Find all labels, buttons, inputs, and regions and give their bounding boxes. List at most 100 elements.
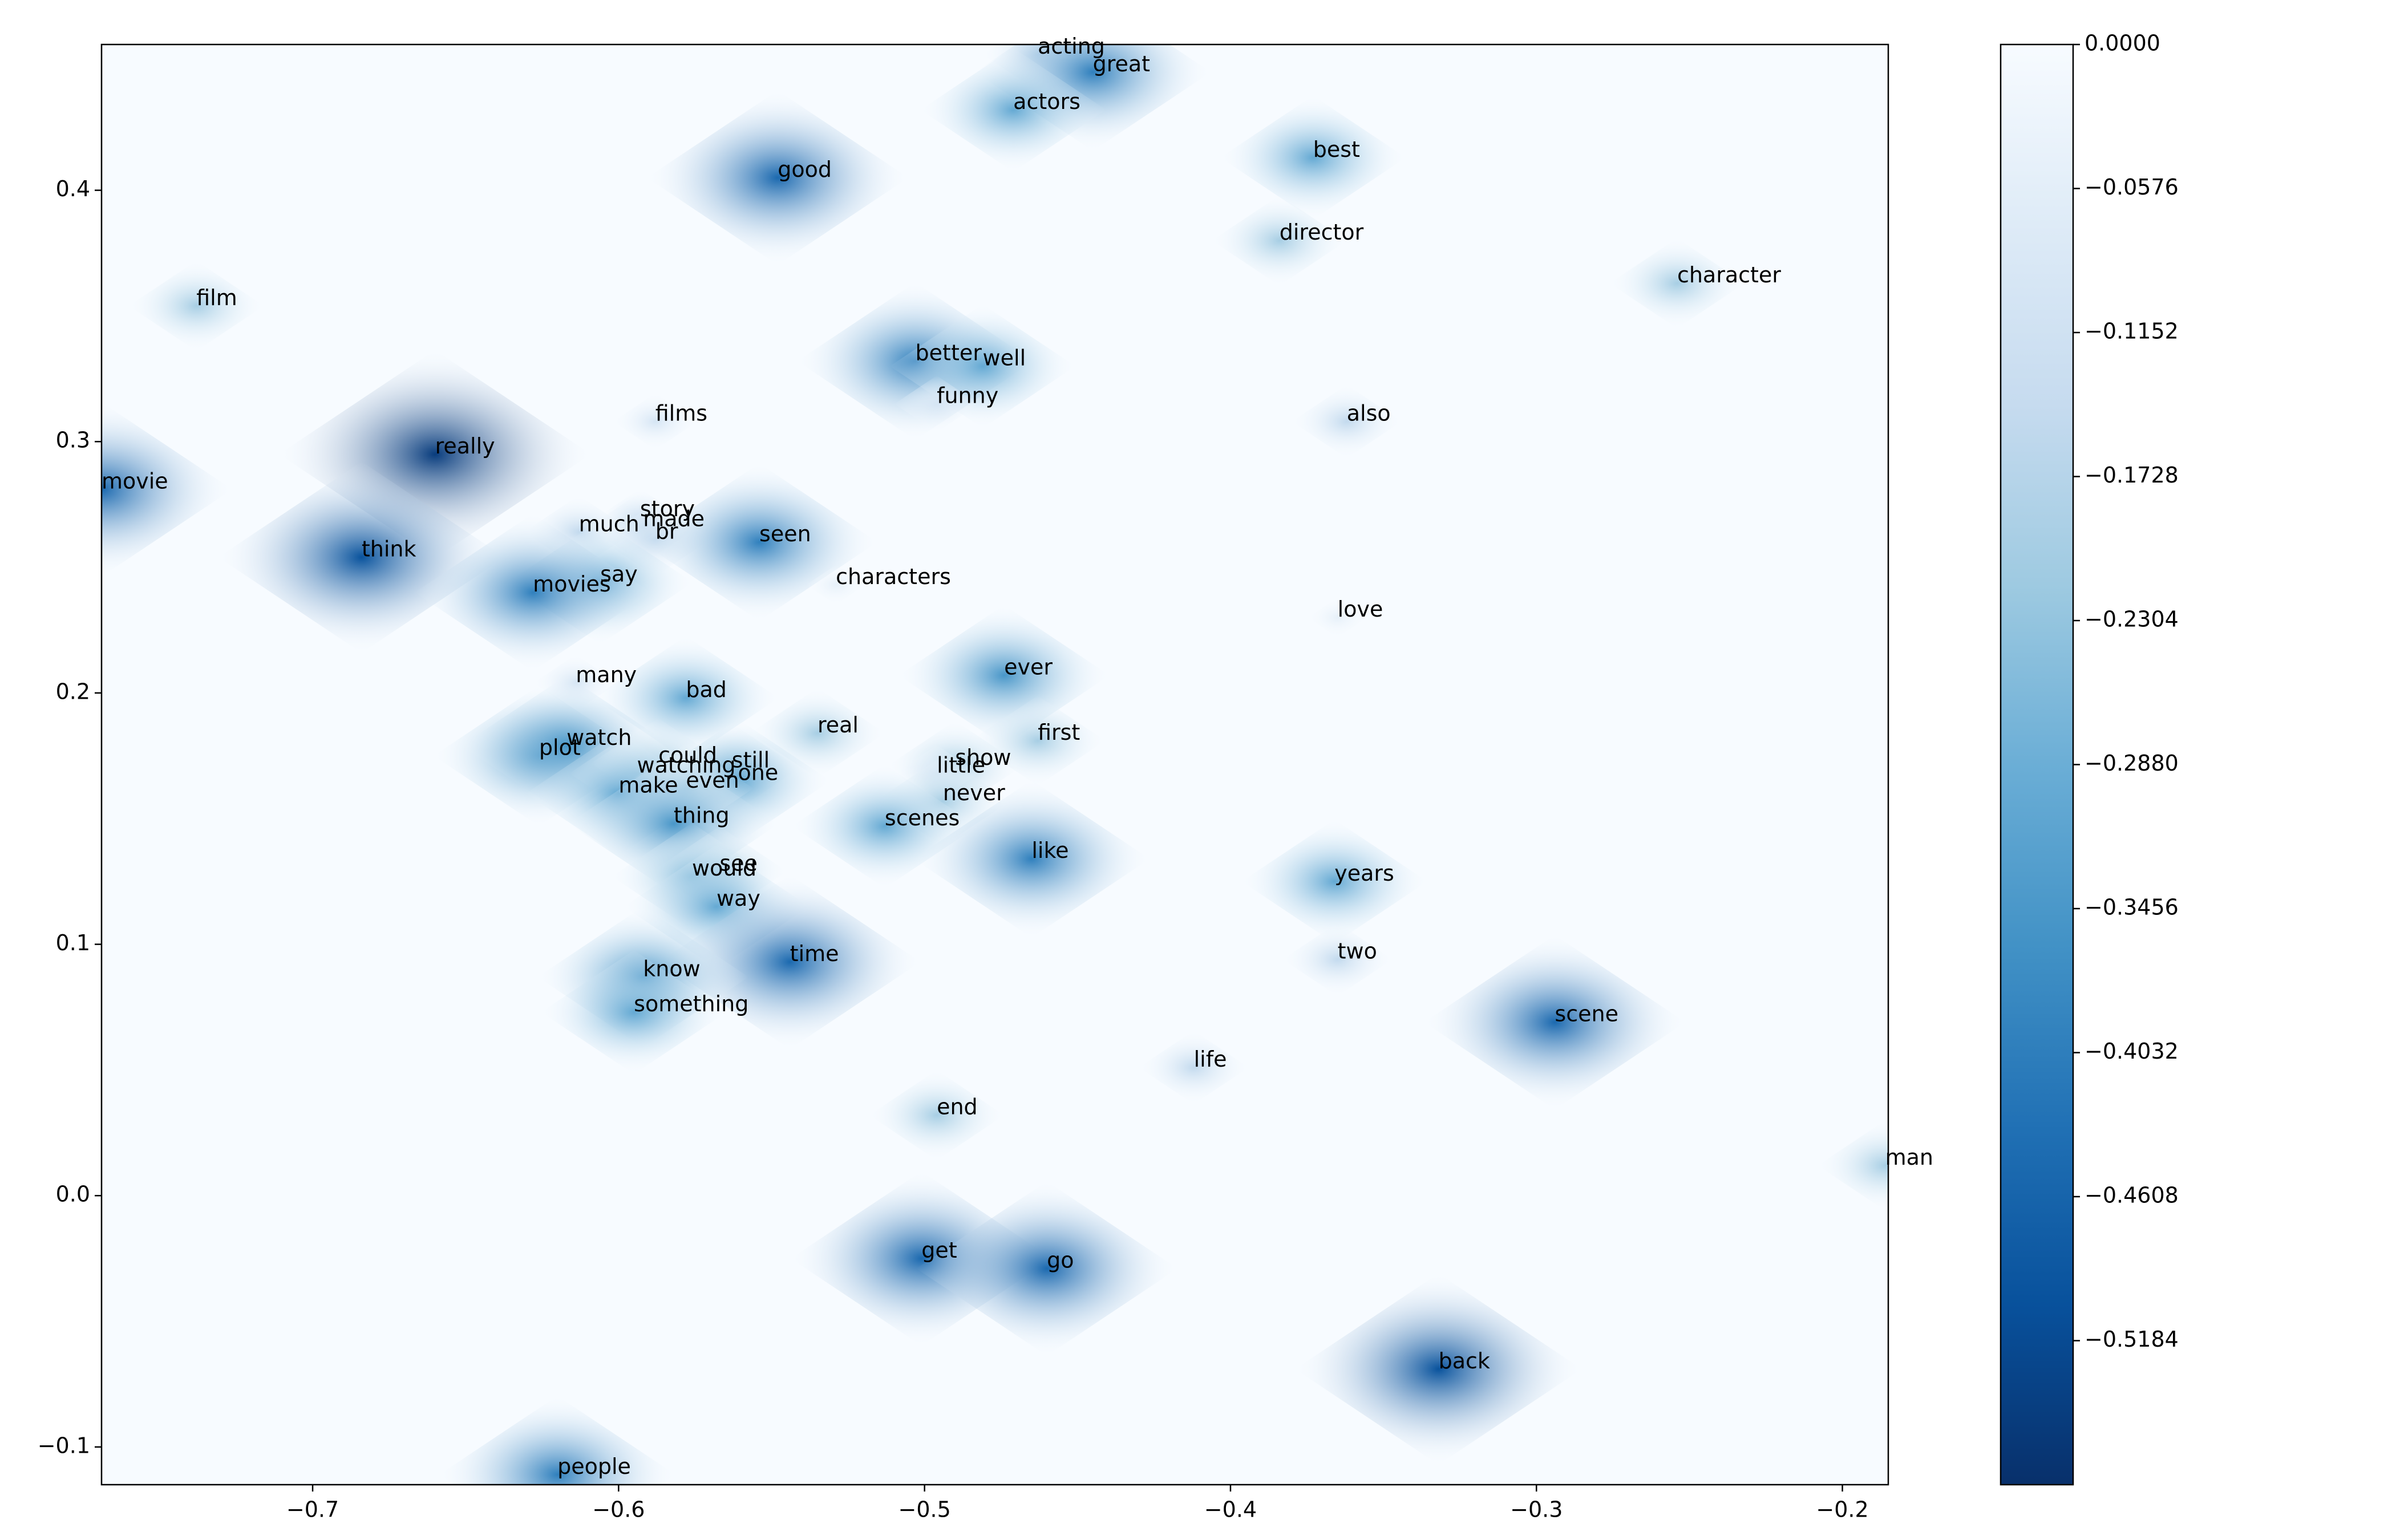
- point-label: time: [790, 941, 839, 966]
- point-diamond: [806, 565, 866, 605]
- point-diamond: [218, 461, 505, 653]
- axes-frame: [100, 43, 1889, 1486]
- point-label: well: [983, 346, 1026, 371]
- colorbar-tick-label: −0.5184: [2085, 1327, 2179, 1352]
- point-diamond: [869, 1070, 1005, 1161]
- point-label: back: [1439, 1348, 1490, 1373]
- point-label: say: [600, 562, 638, 587]
- point-diamond: [415, 513, 651, 671]
- point-label: real: [817, 712, 859, 737]
- point-label: people: [557, 1454, 631, 1479]
- point-label: character: [1677, 262, 1781, 287]
- point-label: director: [1280, 220, 1364, 245]
- point-label: even: [686, 768, 739, 793]
- point-diamond: [1241, 819, 1428, 943]
- point-diamond: [1139, 1031, 1249, 1104]
- colorbar: [2000, 43, 2074, 1486]
- point-label: ever: [1004, 655, 1053, 680]
- point-label: watching: [637, 752, 736, 777]
- colorbar-tick-label: −0.2304: [2085, 607, 2179, 632]
- point-label: story: [640, 496, 695, 521]
- colorbar-tick-label: −0.0576: [2085, 175, 2179, 200]
- point-label: bad: [686, 677, 727, 702]
- marks: [102, 44, 1888, 1485]
- point-diamond: [541, 950, 727, 1075]
- point-label: see: [719, 850, 758, 876]
- y-tick-label: 0.4: [56, 176, 90, 201]
- x-tick-label: −0.6: [592, 1497, 645, 1522]
- y-tick-label: −0.1: [38, 1433, 90, 1458]
- y-tick-label: 0.2: [56, 679, 90, 704]
- point-diamond: [647, 90, 909, 265]
- y-tick-label: 0.1: [56, 930, 90, 955]
- point-label: characters: [836, 564, 951, 589]
- point-label: br: [655, 519, 678, 544]
- point-label: film: [196, 285, 237, 310]
- point-label: best: [1313, 137, 1360, 162]
- point-diamond: [1308, 597, 1367, 638]
- point-label: films: [655, 400, 707, 425]
- point-label: know: [643, 956, 700, 981]
- point-label: go: [1047, 1248, 1074, 1273]
- point-diamond: [920, 48, 1106, 172]
- point-label: thing: [674, 803, 730, 828]
- point-label: seen: [759, 521, 811, 546]
- point-label: get: [921, 1238, 957, 1263]
- point-diamond: [128, 261, 264, 351]
- x-tick-label: −0.3: [1510, 1497, 1563, 1522]
- point-label: love: [1338, 597, 1383, 622]
- point-diamond: [1609, 238, 1745, 329]
- x-tick-label: −0.5: [898, 1497, 951, 1522]
- x-tick-label: −0.4: [1204, 1497, 1257, 1522]
- point-label: scene: [1555, 1002, 1618, 1027]
- point-diamond: [568, 753, 779, 894]
- point-diamond: [916, 1181, 1178, 1356]
- colorbar-tick-label: 0.0000: [2085, 31, 2160, 56]
- point-label: made: [643, 506, 705, 532]
- point-label: life: [1194, 1047, 1227, 1072]
- point-label: acting: [1038, 34, 1105, 59]
- point-label: many: [576, 662, 637, 687]
- point-label: first: [1038, 720, 1080, 745]
- point-diamond: [593, 636, 779, 760]
- point-label: little: [937, 752, 985, 777]
- point-label: funny: [937, 383, 998, 408]
- colorbar-tick-label: −0.4032: [2085, 1039, 2179, 1064]
- point-diamond: [1282, 922, 1393, 996]
- point-diamond: [1818, 1120, 1888, 1211]
- point-diamond: [1292, 384, 1402, 459]
- point-label: would: [692, 856, 756, 881]
- colorbar-tick-label: −0.2880: [2085, 751, 2179, 776]
- x-tick-label: −0.2: [1816, 1497, 1868, 1522]
- point-diamond: [613, 393, 698, 450]
- point-diamond: [894, 375, 980, 432]
- point-diamond: [1220, 95, 1406, 220]
- point-diamond: [439, 1396, 676, 1485]
- point-label: two: [1338, 939, 1377, 964]
- point-label: think: [362, 536, 416, 561]
- point-label: like: [1031, 838, 1069, 863]
- point-label: actors: [1013, 89, 1080, 114]
- point-label: better: [916, 341, 982, 366]
- point-diamond: [1424, 935, 1686, 1109]
- point-label: show: [955, 745, 1011, 770]
- colorbar-tick-label: −0.1152: [2085, 319, 2179, 344]
- point-diamond: [1295, 1273, 1582, 1465]
- point-label: years: [1334, 861, 1394, 886]
- point-label: one: [738, 760, 779, 785]
- point-label: never: [943, 780, 1005, 805]
- point-label: great: [1093, 51, 1150, 76]
- colorbar-tick-label: −0.1728: [2085, 463, 2179, 488]
- point-label: end: [937, 1095, 978, 1120]
- point-diamond: [913, 780, 1150, 938]
- colorbar-tick-label: −0.4608: [2085, 1183, 2179, 1208]
- point-label: also: [1347, 400, 1391, 425]
- point-diamond: [659, 874, 921, 1049]
- point-label: something: [634, 991, 748, 1016]
- colorbar-tick-label: −0.3456: [2085, 895, 2179, 920]
- point-label: movies: [533, 572, 611, 597]
- y-tick-label: 0.3: [56, 428, 90, 453]
- point-label: make: [618, 773, 678, 798]
- point-label: movie: [102, 468, 168, 493]
